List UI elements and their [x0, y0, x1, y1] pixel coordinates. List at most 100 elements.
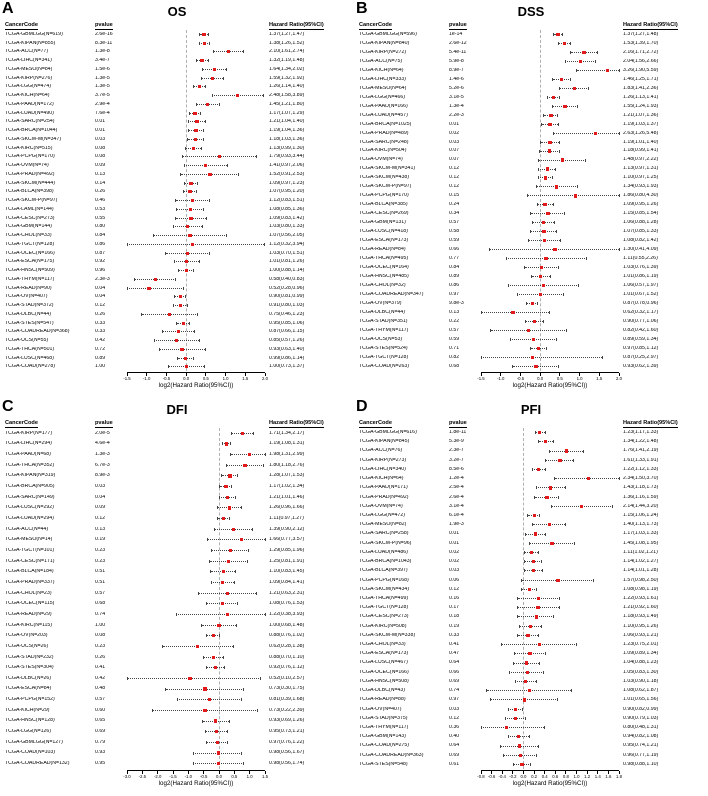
hr-point — [220, 602, 224, 606]
ci-cap-right — [601, 355, 603, 359]
forest-row: TCGA-KICH(N=64) 3.7e-5 2.48(1.58,3.89) — [5, 91, 349, 100]
cancer-code-label: TCGA-COADREAD(N=363) — [359, 752, 424, 758]
ci-plot — [481, 751, 619, 760]
cancer-code-label: TCGA-UCS(N=53) — [359, 336, 403, 342]
ci-line — [481, 312, 550, 314]
forest-row: TCGA-PCPG(N=170) 0.08 1.79(0.93,3.44) — [5, 153, 349, 162]
hr-point — [208, 172, 212, 176]
axis-tick-label: -0.8 — [477, 774, 485, 779]
p-value: 0.02 — [449, 559, 460, 565]
ci-cap-left — [564, 59, 566, 63]
hr-point — [527, 689, 531, 693]
hazard-ratio-text: 1.10(0.97,1.25) — [623, 175, 659, 181]
forest-row: TCGA-UCEC(N=164) 0.84 1.03(0.76,1.39) — [359, 263, 703, 272]
ci-cap-left — [173, 260, 175, 264]
p-value: 0.03 — [449, 139, 460, 145]
ci-cap-left — [537, 158, 539, 162]
ci-plot — [127, 205, 265, 214]
p-value: 5.2e-6 — [449, 85, 464, 91]
ci-plot — [481, 174, 619, 183]
x-axis: -1.5 -1.0 -0.5 0.0 0.5 1.0 1.5 2.0 log2(Hazard … — [359, 372, 703, 396]
ci-cap-right — [525, 716, 527, 720]
ci-plot — [127, 161, 265, 170]
ci-cap-left — [219, 485, 221, 489]
forest-row: TCGA-UCS(N=26) 0.23 0.62(0.28,1.38) — [5, 641, 349, 652]
axis-tick-label: -0.5 — [199, 774, 208, 779]
cancer-code-label: TCGA-KIRP(N=272) — [359, 49, 407, 55]
p-value: 2.9e-4 — [95, 101, 110, 107]
cancer-code-label: TCGA-TGCT(N=101) — [5, 547, 55, 553]
hazard-ratio-text: 1.10(0.83,1.45) — [269, 569, 305, 575]
ci-cap-left — [553, 32, 555, 36]
axis-tick — [598, 373, 600, 376]
forest-row: TCGA-PAAD(N=172) 2.9e-4 1.45(1.21,1.80) — [5, 100, 349, 109]
hr-point — [228, 474, 232, 478]
ci-cap-right — [198, 339, 200, 343]
ci-cap-left — [536, 203, 538, 207]
hazard-ratio-text: 0.96(0.77,1.19) — [623, 752, 659, 758]
forest-row: TCGA-LIHC(N=340) 8.5e-6 1.22(1.12,1.33) — [359, 465, 703, 474]
hr-point — [550, 541, 554, 545]
p-value: 0.01 — [95, 119, 106, 125]
hazard-ratio-text: 1.09(0.84,1.41) — [269, 579, 305, 585]
forest-row: TCGA-LGG(N=474) 1.3e-5 1.26(1.14,1.40) — [5, 83, 349, 92]
hazard-ratio-text: 1.06(0.93,1.21) — [623, 632, 659, 638]
cancer-code-label: TCGA-ESCA(N=84) — [5, 686, 52, 692]
forest-row: TCGA-UCEC(N=115) 0.68 1.08(0.76,1.53) — [5, 599, 349, 610]
ci-cap-left — [175, 612, 177, 616]
ci-cap-left — [173, 295, 175, 299]
hr-point — [524, 661, 529, 665]
hazard-ratio-text: 1.21(1.04,1.40) — [269, 119, 305, 125]
ci-cap-left — [217, 517, 219, 521]
hazard-ratio-text: 1.00(0.88,1.14) — [269, 268, 305, 274]
ci-cap-right — [522, 707, 524, 711]
forest-row: TCGA-STES(N=524) 0.71 0.97(0.85,1.12) — [359, 344, 703, 353]
axis-tick-label: -1.5 — [123, 376, 131, 381]
hr-point — [184, 269, 188, 273]
hr-point — [214, 719, 218, 723]
axis-tick-label: 1.0 — [246, 774, 253, 779]
forest-row: TCGA-MESO(N=82) 1.9e-3 1.40(1.13,1.73) — [359, 520, 703, 529]
forest-row: TCGA-MESO(N=14) 0.19 1.66(0.77,3.57) — [5, 535, 349, 546]
forest-row: TCGA-OV(N=379) 9.8e-3 0.87(0.78,0.96) — [359, 299, 703, 308]
hazard-ratio-text: 1.79(0.93,3.44) — [269, 154, 305, 160]
forest-row: TCGA-STAD(N=372) 0.12 0.91(0.80,1.03) — [5, 301, 349, 310]
x-axis-line: -1.5 -1.0 -0.5 0.0 0.5 1.0 1.5 2.0 — [123, 372, 268, 382]
axis-tick — [233, 771, 235, 774]
ci-cap-left — [517, 633, 519, 637]
forest-row: TCGA-CHOL(N=32) 0.86 1.06(0.57,1.97) — [359, 281, 703, 290]
ci-cap-right — [237, 474, 239, 478]
ci-cap-left — [218, 495, 220, 499]
ci-cap-left — [531, 275, 533, 279]
cancer-code-label: TCGA-UVM(N=74) — [359, 503, 403, 509]
forest-row: TCGA-UVM(N=74) 0.09 1.41(0.97,2.06) — [5, 161, 349, 170]
ci-cap-right — [204, 347, 206, 351]
hazard-ratio-text: 0.81(0.39,1.68) — [269, 697, 305, 703]
ci-cap-right — [201, 225, 203, 229]
ci-cap-left — [524, 319, 526, 323]
ci-cap-left — [162, 644, 164, 648]
ci-cap-left — [532, 221, 534, 225]
hr-point — [216, 740, 220, 744]
hr-point — [537, 643, 541, 647]
cancer-code-label: TCGA-HNSC(N=509) — [5, 268, 55, 274]
axis-tick-label: 1.5 — [242, 376, 249, 381]
p-value: 0.36 — [449, 725, 460, 730]
ci-line — [127, 677, 261, 679]
ci-cap-right — [559, 239, 561, 243]
ci-cap-right — [209, 251, 211, 255]
forest-row: TCGA-ESCA(N=84) 0.48 0.73(0.30,1.75) — [5, 684, 349, 695]
hr-point — [543, 203, 547, 207]
ci-cap-right — [197, 181, 199, 185]
axis-tick — [185, 373, 187, 376]
ci-cap-right — [238, 172, 240, 176]
hazard-ratio-text: 1.12(0.32,3.94) — [269, 241, 305, 247]
hr-point — [532, 319, 536, 324]
ci-cap-right — [536, 587, 538, 591]
forest-row: TCGA-KIRP(N=276) 1.3e-5 1.59(1.32,1.92) — [5, 74, 349, 83]
ci-cap-right — [574, 541, 576, 545]
ci-plot — [481, 585, 619, 594]
ci-cap-right — [557, 122, 559, 126]
forest-row: TCGA-TGCT(N=101) 0.23 1.29(0.85,1.96) — [5, 545, 349, 556]
